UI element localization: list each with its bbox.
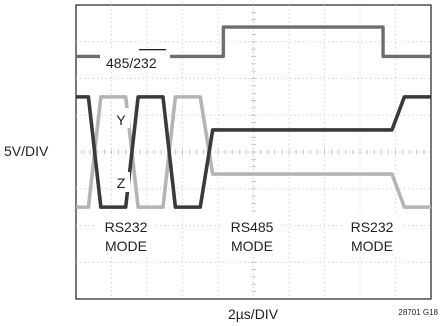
label-background-z [112, 172, 130, 192]
mode-mid-line1: RS485 [231, 219, 274, 235]
trace-485-232 [76, 25, 431, 59]
mode-mid-line2: MODE [231, 238, 273, 254]
xlabel: 2µs/DIV [228, 306, 279, 322]
mode-left-line1: RS232 [105, 219, 148, 235]
figure-id: 28701 G18 [398, 308, 438, 317]
label-background-left [96, 215, 156, 257]
trace-y [76, 95, 431, 209]
label-background-mid [222, 215, 282, 257]
scope-traces [76, 25, 431, 209]
trace-label-y: Y [116, 112, 126, 128]
ylabel: 5V/DIV [4, 143, 49, 159]
trace-label-sel: 485/232 [106, 55, 157, 71]
mode-left-line2: MODE [105, 238, 147, 254]
label-background-right [342, 215, 402, 257]
trace-label-z: Z [117, 175, 126, 191]
label-background-sel [100, 50, 170, 72]
mode-right-line1: RS232 [351, 219, 394, 235]
label-background-y [112, 108, 130, 128]
trace-z [76, 95, 431, 209]
mode-right-line2: MODE [351, 238, 393, 254]
